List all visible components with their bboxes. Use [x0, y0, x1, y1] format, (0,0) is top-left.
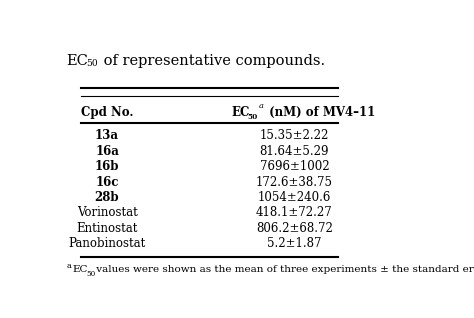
- Text: Panobinostat: Panobinostat: [68, 237, 146, 250]
- Text: 50: 50: [247, 113, 257, 121]
- Text: a: a: [66, 262, 72, 270]
- Text: 418.1±72.27: 418.1±72.27: [256, 206, 333, 219]
- Text: Cpd No.: Cpd No.: [81, 106, 133, 119]
- Text: EC: EC: [72, 265, 88, 274]
- Text: 15.35±2.22: 15.35±2.22: [260, 129, 329, 142]
- Text: EC: EC: [232, 106, 250, 119]
- Text: 172.6±38.75: 172.6±38.75: [256, 176, 333, 189]
- Text: (nM) of MV4–11: (nM) of MV4–11: [265, 106, 375, 119]
- Text: EC: EC: [66, 54, 89, 68]
- Text: 16b: 16b: [95, 160, 119, 173]
- Text: 7696±1002: 7696±1002: [260, 160, 329, 173]
- Text: values were shown as the mean of three experiments ± the standard error of the m: values were shown as the mean of three e…: [93, 265, 474, 274]
- Text: Entinostat: Entinostat: [76, 222, 137, 235]
- Text: 16a: 16a: [95, 145, 119, 158]
- Text: 16c: 16c: [95, 176, 118, 189]
- Text: a: a: [259, 102, 264, 110]
- Text: 81.64±5.29: 81.64±5.29: [260, 145, 329, 158]
- Text: of representative compounds.: of representative compounds.: [99, 54, 325, 68]
- Text: 28b: 28b: [95, 191, 119, 204]
- Text: Vorinostat: Vorinostat: [77, 206, 137, 219]
- Text: 50: 50: [86, 270, 95, 278]
- Text: 5.2±1.87: 5.2±1.87: [267, 237, 321, 250]
- Text: 13a: 13a: [95, 129, 119, 142]
- Text: 50: 50: [86, 59, 98, 68]
- Text: 806.2±68.72: 806.2±68.72: [256, 222, 333, 235]
- Text: 1054±240.6: 1054±240.6: [258, 191, 331, 204]
